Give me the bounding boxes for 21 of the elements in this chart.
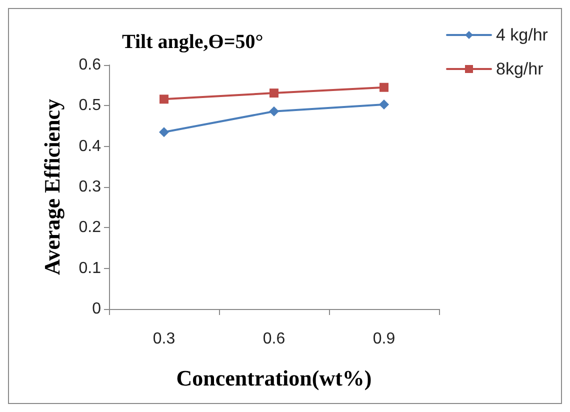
- chart-title: Tilt angle,Ɵ=50°: [122, 31, 264, 53]
- x-axis-title: Concentration(wt%): [176, 366, 372, 390]
- x-tick-label: 0.6: [262, 330, 286, 348]
- x-tick-label: 0.9: [372, 330, 396, 348]
- y-tick-label: 0.4: [78, 138, 102, 155]
- legend-label: 8kg/hr: [496, 60, 544, 78]
- point: [269, 106, 279, 116]
- point: [159, 127, 169, 138]
- point: [270, 88, 278, 98]
- point: [160, 94, 168, 104]
- y-tick-label: 0: [92, 300, 102, 318]
- y-tick-label: 0.2: [78, 219, 102, 236]
- y-tick-label: 0.5: [78, 97, 102, 114]
- y-tick-label: 0.6: [78, 56, 102, 74]
- y-tick-label: 0.1: [78, 260, 102, 277]
- point: [380, 82, 388, 92]
- x-tick-label: 0.3: [152, 330, 176, 348]
- point: [379, 99, 389, 110]
- y-axis-title: Average Efficiency: [40, 98, 64, 276]
- legend-label: 4 kg/hr: [496, 26, 548, 44]
- y-tick-label: 0.3: [78, 178, 102, 196]
